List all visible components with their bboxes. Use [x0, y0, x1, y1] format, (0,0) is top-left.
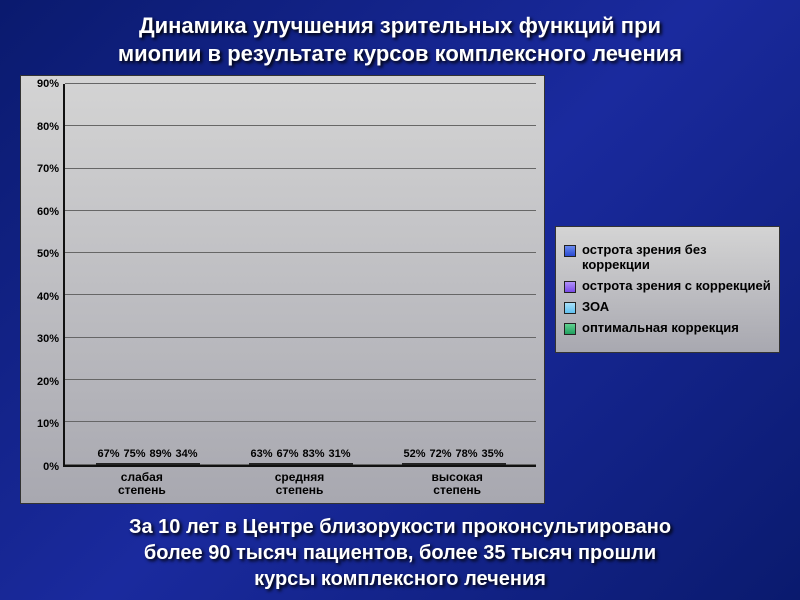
- plot: 67%75%89%34%63%67%83%31%52%72%78%35%: [63, 84, 536, 467]
- bar-group: 52%72%78%35%: [377, 463, 530, 465]
- bar: 72%: [428, 463, 454, 465]
- legend-item: ЗОА: [564, 300, 771, 315]
- legend: острота зрения без коррекции острота зрен…: [555, 226, 780, 353]
- legend-label: оптимальная коррекция: [582, 321, 739, 336]
- x-label: высокаястепень: [378, 467, 536, 503]
- bar: 31%: [327, 463, 353, 465]
- gridline: [65, 168, 536, 169]
- bar-value-label: 72%: [429, 448, 451, 460]
- bar: 67%: [96, 463, 122, 465]
- bar: 78%: [454, 463, 480, 465]
- y-tick: 60%: [37, 206, 59, 218]
- title-line2: миопии в результате курсов комплексного …: [20, 40, 780, 68]
- legend-label: острота зрения без коррекции: [582, 243, 771, 273]
- legend-label: ЗОА: [582, 300, 609, 315]
- bar-value-label: 63%: [250, 448, 272, 460]
- gridline: [65, 294, 536, 295]
- gridline: [65, 379, 536, 380]
- bar-group: 63%67%83%31%: [224, 463, 377, 465]
- y-tick: 0%: [43, 461, 59, 473]
- bar-value-label: 67%: [276, 448, 298, 460]
- y-tick: 40%: [37, 291, 59, 303]
- gridline: [65, 337, 536, 338]
- y-tick: 30%: [37, 333, 59, 345]
- bar: 89%: [148, 463, 174, 465]
- gridline: [65, 252, 536, 253]
- x-label: слабаястепень: [63, 467, 221, 503]
- legend-item: острота зрения с коррекцией: [564, 279, 771, 294]
- legend-label: острота зрения с коррекцией: [582, 279, 771, 294]
- legend-swatch: [564, 281, 576, 293]
- slide-footer: За 10 лет в Центре близорукости проконсу…: [20, 514, 780, 592]
- footer-line1: За 10 лет в Центре близорукости проконсу…: [20, 514, 780, 540]
- footer-line2: более 90 тысяч пациентов, более 35 тысяч…: [20, 540, 780, 566]
- gridline: [65, 125, 536, 126]
- bar: 52%: [402, 463, 428, 465]
- legend-item: острота зрения без коррекции: [564, 243, 771, 273]
- y-axis: 0%10%20%30%40%50%60%70%80%90%: [21, 84, 63, 467]
- y-tick: 10%: [37, 418, 59, 430]
- bar: 34%: [174, 463, 200, 465]
- chart-row: 0%10%20%30%40%50%60%70%80%90% 67%75%89%3…: [20, 75, 780, 504]
- bar: 63%: [249, 463, 275, 465]
- y-tick: 90%: [37, 78, 59, 90]
- legend-item: оптимальная коррекция: [564, 321, 771, 336]
- x-label: средняястепень: [221, 467, 379, 503]
- gridline: [65, 83, 536, 84]
- title-line1: Динамика улучшения зрительных функций пр…: [20, 12, 780, 40]
- gridline: [65, 210, 536, 211]
- bar-value-label: 75%: [123, 448, 145, 460]
- chart-area: 0%10%20%30%40%50%60%70%80%90% 67%75%89%3…: [20, 75, 545, 504]
- bar-value-label: 52%: [403, 448, 425, 460]
- bar-value-label: 83%: [302, 448, 324, 460]
- legend-swatch: [564, 302, 576, 314]
- legend-swatch: [564, 323, 576, 335]
- y-tick: 70%: [37, 163, 59, 175]
- legend-swatch: [564, 245, 576, 257]
- bar-value-label: 89%: [149, 448, 171, 460]
- y-tick: 80%: [37, 121, 59, 133]
- bar-group: 67%75%89%34%: [71, 463, 224, 465]
- y-tick: 50%: [37, 248, 59, 260]
- bar: 35%: [480, 463, 506, 465]
- bar-value-label: 67%: [97, 448, 119, 460]
- slide-title: Динамика улучшения зрительных функций пр…: [20, 12, 780, 67]
- bar-value-label: 34%: [175, 448, 197, 460]
- bar-value-label: 35%: [481, 448, 503, 460]
- bar-value-label: 31%: [328, 448, 350, 460]
- bar-value-label: 78%: [455, 448, 477, 460]
- bar: 67%: [275, 463, 301, 465]
- y-tick: 20%: [37, 376, 59, 388]
- gridline: [65, 421, 536, 422]
- bar: 75%: [122, 463, 148, 465]
- bar: 83%: [301, 463, 327, 465]
- x-axis-labels: слабаястепеньсредняястепеньвысокаястепен…: [21, 467, 544, 503]
- footer-line3: курсы комплексного лечения: [20, 566, 780, 592]
